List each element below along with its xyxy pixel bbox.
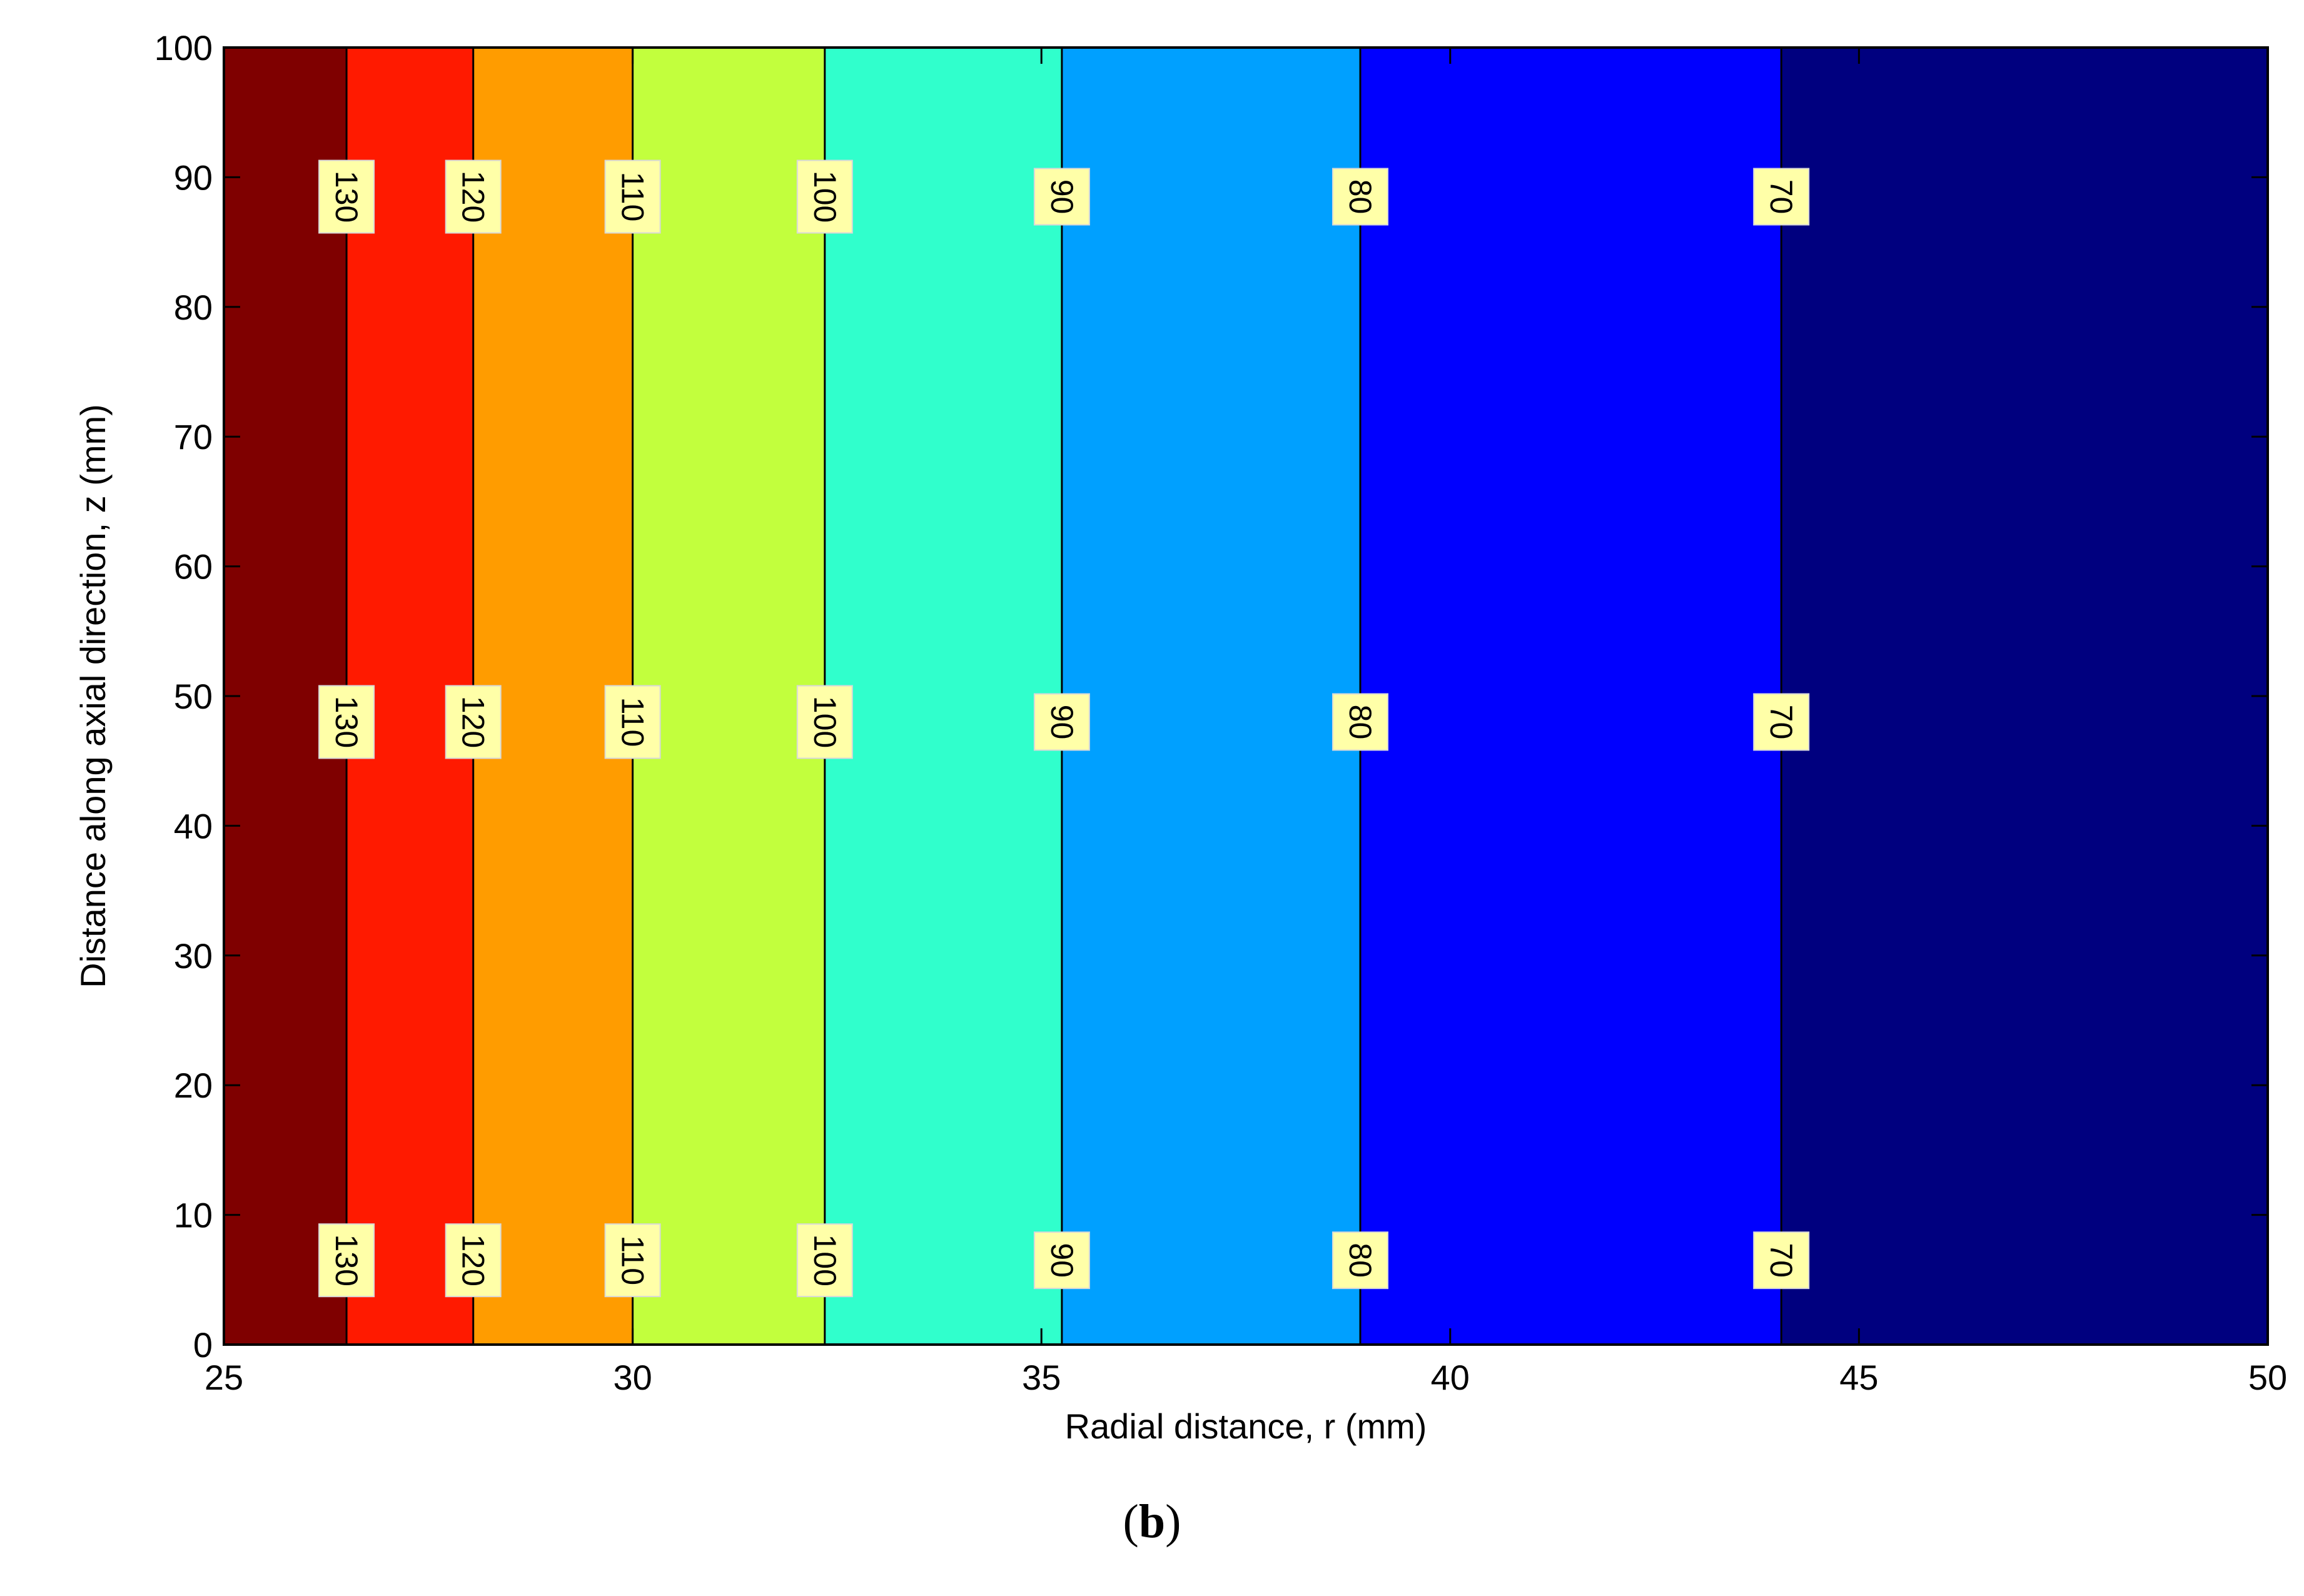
contour-label-text: 90 [1044,179,1079,215]
contour-label-box [445,1223,502,1298]
contour-label-130-1: 130 [318,159,375,234]
contour-label-box [1753,693,1810,751]
contour-label-70-2: 70 [1753,693,1810,751]
contour-label-text: 130 [329,171,364,223]
contour-label-box [445,159,502,234]
contour-label-80-1: 80 [1332,168,1389,226]
y-tick-label: 60 [174,547,213,587]
contour-label-text: 90 [1044,705,1079,740]
y-axis-label: Distance along axial direction, z (mm) [73,404,113,988]
contour-label-text: 70 [1764,179,1799,215]
contour-label-text: 130 [329,696,364,748]
contour-label-box [796,159,853,234]
contour-label-80-2: 80 [1332,693,1389,751]
contour-label-100-3: 100 [796,1223,853,1298]
contour-label-text: 80 [1343,179,1378,215]
contour-label-text: 110 [615,1235,650,1285]
contour-label-text: 120 [456,1234,491,1286]
x-tick-label: 45 [1839,1358,1878,1397]
contour-label-130-2: 130 [318,685,375,759]
figure-caption: (b) [0,1495,2304,1549]
contour-label-text: 80 [1343,705,1378,740]
contour-label-text: 100 [807,696,842,748]
contour-label-box [318,159,375,234]
contour-label-text: 90 [1044,1243,1079,1278]
contour-label-100-1: 100 [796,159,853,234]
y-tick-label: 30 [174,936,213,976]
caption-letter: b [1138,1495,1166,1548]
contour-label-120-3: 120 [445,1223,502,1298]
contour-label-110-3: 110 [604,1223,661,1298]
y-tick-label: 100 [154,28,213,68]
contour-label-120-2: 120 [445,685,502,759]
contour-label-text: 110 [615,697,650,747]
contour-label-text: 120 [456,696,491,748]
contour-label-box [796,685,853,759]
contour-label-90-1: 90 [1033,168,1090,226]
y-tick-label: 90 [174,158,213,197]
contour-label-box [1753,1231,1810,1290]
x-tick-label: 35 [1022,1358,1061,1397]
contour-label-110-2: 110 [604,685,661,759]
axis-ticks: 25 30 35 40 45 50 0 10 20 30 40 50 60 70 80 90 100 [154,28,2288,1397]
contour-label-70-3: 70 [1753,1231,1810,1290]
contour-label-70-1: 70 [1753,168,1810,226]
contour-label-box [604,159,661,234]
y-tick-label: 0 [193,1325,213,1365]
contour-label-text: 100 [807,171,842,223]
contour-label-text: 130 [329,1234,364,1286]
contour-band-6 [1061,48,1361,1345]
contour-label-box [445,685,502,759]
y-tick-label: 50 [174,677,213,716]
contour-label-box [1033,168,1090,226]
contour-label-110-1: 110 [604,159,661,234]
contour-label-100-2: 100 [796,685,853,759]
contour-bands [224,48,2268,1345]
x-tick-label: 30 [613,1358,652,1397]
contour-label-box [604,1223,661,1298]
contour-label-box [318,1223,375,1298]
caption-open: ( [1123,1495,1139,1548]
contour-label-90-3: 90 [1033,1231,1090,1290]
x-axis-label: Radial distance, r (mm) [1065,1407,1427,1446]
contour-band-5 [824,48,1062,1345]
y-tick-label: 40 [174,806,213,846]
contour-label-box [1033,693,1090,751]
contour-band-8 [1781,48,2268,1345]
x-tick-label: 50 [2248,1358,2287,1397]
y-tick-label: 20 [174,1066,213,1105]
contour-label-80-3: 80 [1332,1231,1389,1290]
contour-label-text: 80 [1343,1243,1378,1278]
contour-label-text: 120 [456,171,491,223]
y-tick-label: 70 [174,417,213,457]
contour-label-box [1753,168,1810,226]
x-tick-label: 40 [1431,1358,1470,1397]
contour-label-90-2: 90 [1033,693,1090,751]
contour-label-box [604,685,661,759]
contour-label-text: 100 [807,1234,842,1286]
contour-label-text: 110 [615,172,650,222]
contour-labels: 130 130 130 120 120 120 110 110 110 100 100 100 90 90… [318,159,1810,1298]
contour-label-box [1332,1231,1389,1290]
contour-label-text: 70 [1764,1243,1799,1278]
contour-label-text: 70 [1764,705,1799,740]
contour-label-box [796,1223,853,1298]
y-tick-label: 80 [174,288,213,327]
contour-label-130-3: 130 [318,1223,375,1298]
contour-band-7 [1360,48,1782,1345]
contour-label-120-1: 120 [445,159,502,234]
y-tick-label: 10 [174,1196,213,1235]
contour-label-box [1033,1231,1090,1290]
contour-label-box [1332,168,1389,226]
caption-close: ) [1165,1495,1181,1548]
contour-band-4 [632,48,825,1345]
contour-label-box [318,685,375,759]
x-tick-label: 25 [205,1358,243,1397]
contour-label-box [1332,693,1389,751]
